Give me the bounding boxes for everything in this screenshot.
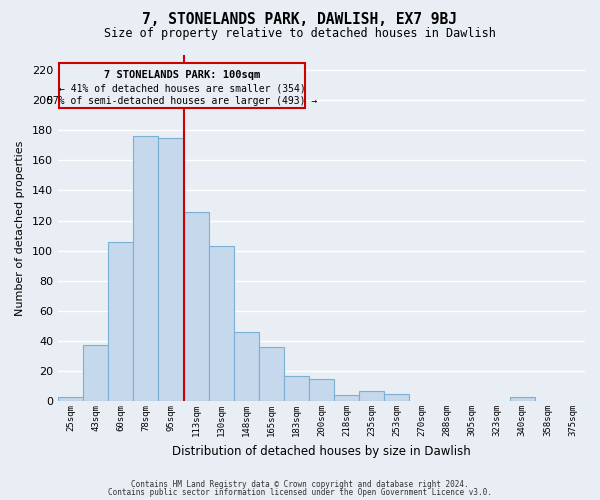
- Bar: [234, 332, 259, 401]
- Bar: [108, 242, 133, 401]
- Text: 57% of semi-detached houses are larger (493) →: 57% of semi-detached houses are larger (…: [47, 96, 317, 106]
- Text: Contains public sector information licensed under the Open Government Licence v3: Contains public sector information licen…: [108, 488, 492, 497]
- Bar: [259, 347, 284, 401]
- Text: Contains HM Land Registry data © Crown copyright and database right 2024.: Contains HM Land Registry data © Crown c…: [131, 480, 469, 489]
- Text: Size of property relative to detached houses in Dawlish: Size of property relative to detached ho…: [104, 28, 496, 40]
- Bar: [309, 378, 334, 401]
- Bar: [209, 246, 234, 401]
- Bar: [334, 395, 359, 401]
- Bar: [158, 138, 184, 401]
- Bar: [284, 376, 309, 401]
- Y-axis label: Number of detached properties: Number of detached properties: [15, 140, 25, 316]
- Bar: [510, 396, 535, 401]
- X-axis label: Distribution of detached houses by size in Dawlish: Distribution of detached houses by size …: [172, 444, 471, 458]
- Bar: [83, 346, 108, 401]
- Bar: [59, 62, 305, 108]
- Bar: [359, 390, 384, 401]
- Text: ← 41% of detached houses are smaller (354): ← 41% of detached houses are smaller (35…: [59, 84, 305, 94]
- Bar: [133, 136, 158, 401]
- Text: 7 STONELANDS PARK: 100sqm: 7 STONELANDS PARK: 100sqm: [104, 70, 260, 80]
- Bar: [384, 394, 409, 401]
- Text: 7, STONELANDS PARK, DAWLISH, EX7 9BJ: 7, STONELANDS PARK, DAWLISH, EX7 9BJ: [143, 12, 458, 28]
- Bar: [58, 396, 83, 401]
- Bar: [184, 212, 209, 401]
